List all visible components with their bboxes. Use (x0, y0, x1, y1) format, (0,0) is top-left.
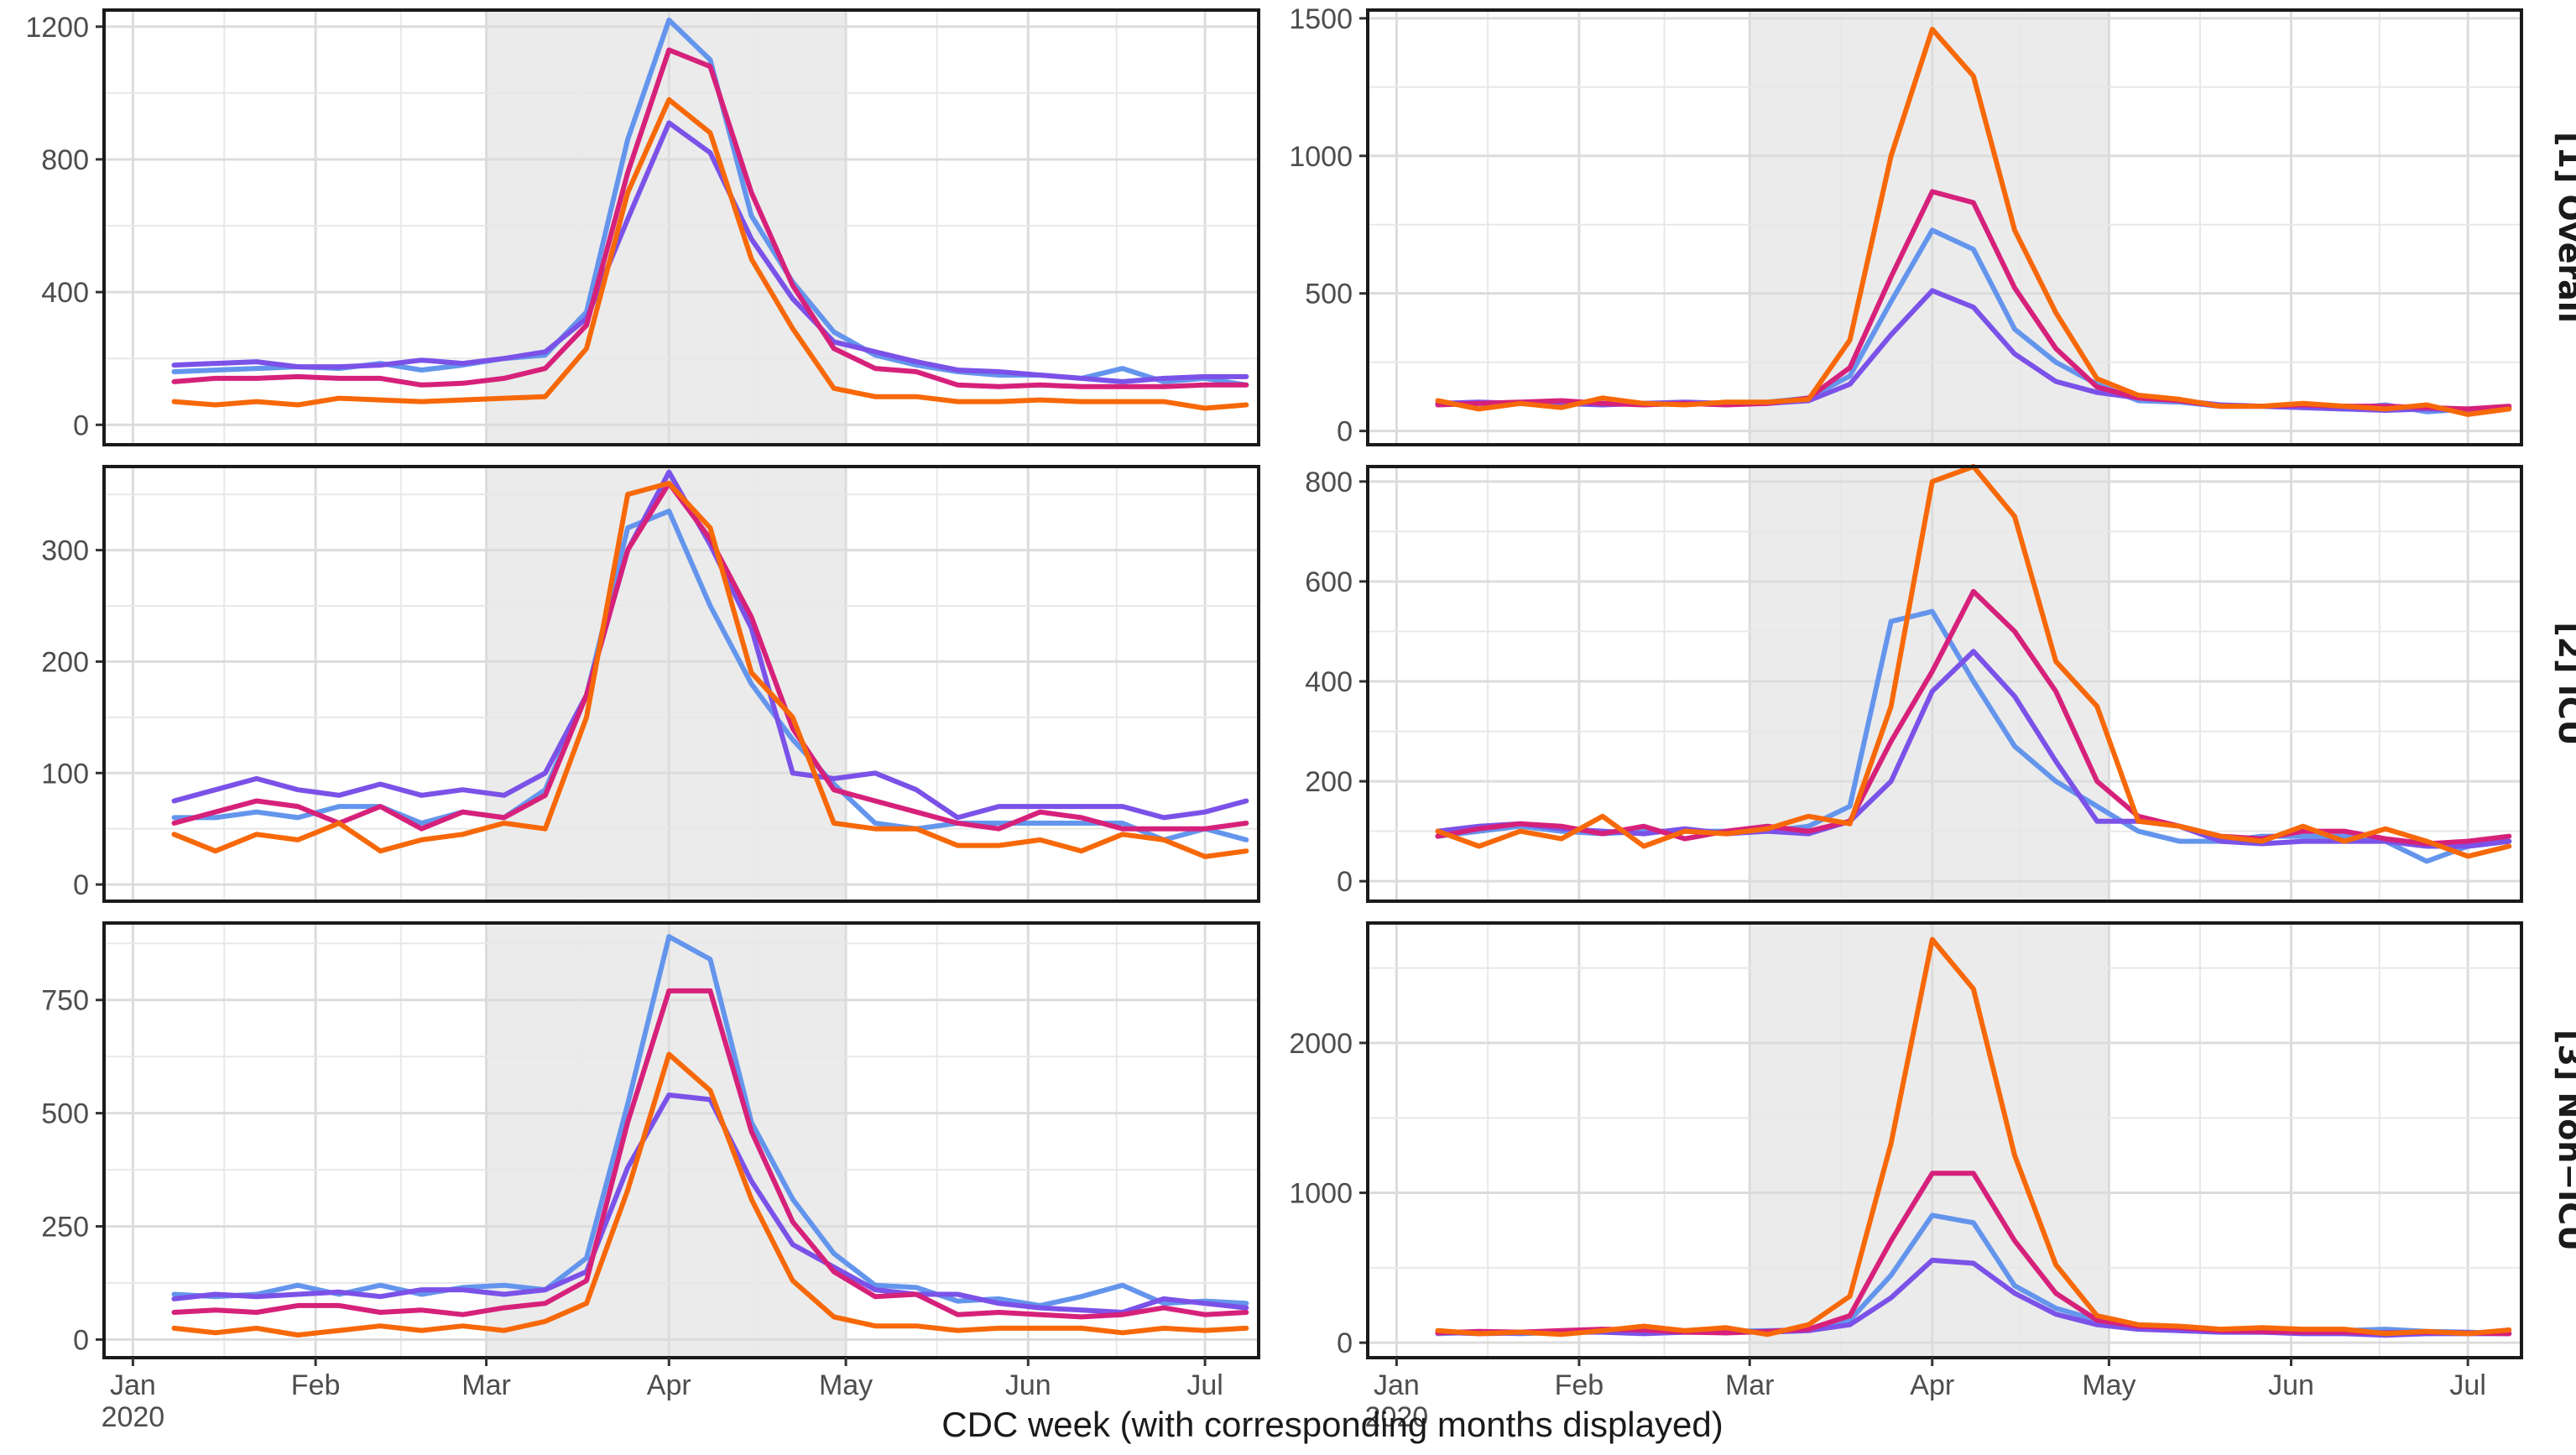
shaded-period (486, 467, 847, 901)
panel-border (1366, 921, 2523, 1359)
x-tick-label: Jan (1374, 1369, 1420, 1401)
panel-4: 0 200 400 600 800 (1305, 464, 2523, 903)
y-tick-label: 800 (41, 144, 89, 176)
shaded-period (1749, 10, 2109, 445)
x-tick-label: Jul (2449, 1369, 2485, 1401)
y-tick-label: 1200 (25, 12, 89, 44)
x-tick-label: Apr (647, 1369, 691, 1401)
x-tick-label: Mar (1725, 1369, 1775, 1401)
y-tick-label: 0 (73, 869, 89, 901)
series-line-orange (1435, 26, 2512, 417)
x-tick-label: Feb (1555, 1369, 1604, 1401)
series-line-magenta (171, 47, 1249, 389)
x-tick-label: Jul (1186, 1369, 1223, 1401)
y-tick-label: 250 (41, 1212, 89, 1244)
panel-border (1366, 465, 2523, 903)
y-tick-label: 0 (1337, 416, 1353, 448)
y-tick-label: 2000 (1289, 1028, 1353, 1060)
strip-label: [1] Overall (2552, 132, 2576, 323)
x-tick-label: Jun (1005, 1369, 1051, 1401)
x-axis-title: CDC week (with corresponding months disp… (941, 1405, 1723, 1444)
y-tick-label: 0 (1337, 866, 1353, 898)
panels-layer: 0 400 800 1200 0 500 1000 1500 0 100 200 300 0 200 400… (25, 3, 2523, 1433)
x-tick-label: Jun (2268, 1369, 2314, 1401)
series-line-orange (171, 96, 1249, 411)
x-tick-sublabel: 2020 (1365, 1401, 1429, 1433)
panel-border (1366, 8, 2523, 446)
series-line-purple (171, 120, 1249, 384)
y-tick-label: 0 (1337, 1327, 1353, 1359)
y-tick-label: 200 (41, 646, 89, 678)
x-tick-label: Apr (1910, 1369, 1954, 1401)
panel-3: 0 100 200 300 (41, 465, 1260, 903)
series-line-magenta (171, 480, 1249, 832)
x-tick-label: Jan (110, 1369, 156, 1401)
x-tick-label: May (819, 1369, 873, 1401)
y-tick-label: 800 (1305, 467, 1353, 498)
y-tick-label: 200 (1305, 766, 1353, 798)
panel-2: 0 500 1000 1500 (1289, 3, 2523, 448)
y-tick-label: 750 (41, 985, 89, 1017)
x-tick-label: Mar (461, 1369, 511, 1401)
y-tick-label: 300 (41, 535, 89, 567)
panel-border (102, 465, 1260, 903)
x-tick-label: Feb (291, 1369, 341, 1401)
y-tick-label: 0 (73, 409, 89, 441)
strip-label: [2] ICU (2552, 622, 2576, 745)
series-line-purple (171, 1093, 1249, 1315)
y-tick-label: 500 (41, 1098, 89, 1130)
series-line-orange (171, 1051, 1249, 1338)
series-line-orange (171, 480, 1249, 859)
panel-border (102, 8, 1260, 446)
series-line-blue (171, 508, 1249, 842)
y-tick-label: 600 (1305, 566, 1353, 598)
series-line-purple (171, 469, 1249, 821)
shaded-period (486, 10, 847, 445)
y-tick-label: 1000 (1289, 1178, 1353, 1210)
panel-border (102, 921, 1260, 1359)
panel-1: 0 400 800 1200 (25, 8, 1260, 446)
series-line-orange (1435, 936, 2512, 1338)
x-tick-sublabel: 2020 (102, 1401, 165, 1433)
series-line-magenta (171, 988, 1249, 1320)
y-tick-label: 400 (41, 277, 89, 309)
y-tick-label: 1500 (1289, 3, 1353, 35)
y-tick-label: 100 (41, 758, 89, 790)
series-line-magenta (1435, 588, 2512, 847)
x-tick-label: May (2082, 1369, 2135, 1401)
y-tick-label: 500 (1305, 279, 1353, 310)
strip-labels: [1] Overall [2] ICU [3] Non−ICU (2552, 132, 2576, 1251)
y-tick-label: 400 (1305, 666, 1353, 698)
y-tick-label: 0 (73, 1324, 89, 1356)
y-tick-label: 1000 (1289, 141, 1353, 173)
strip-label: [3] Non−ICU (2552, 1030, 2576, 1251)
